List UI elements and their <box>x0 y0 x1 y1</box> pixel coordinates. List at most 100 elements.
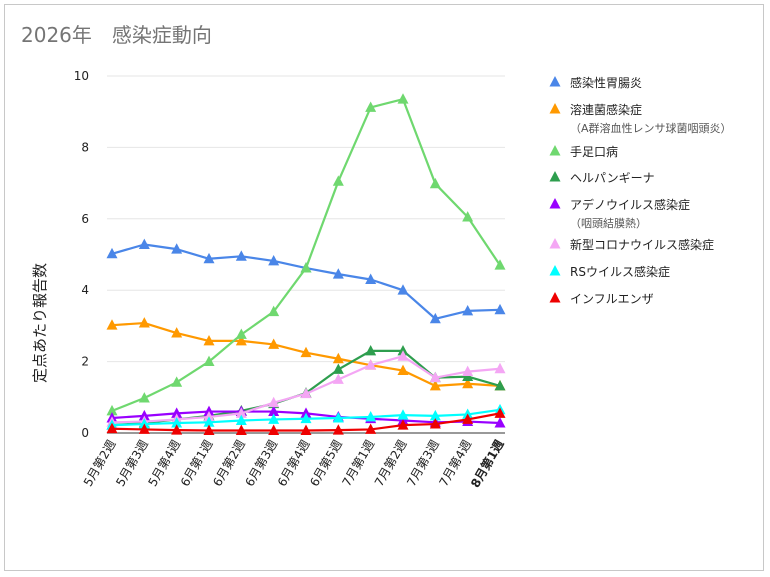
data-point <box>171 243 183 254</box>
legend-item: インフルエンザ <box>549 292 654 306</box>
y-axis-label: 定点あたり報告数 <box>31 263 49 383</box>
legend-label: 感染性胃腸炎 <box>570 75 642 90</box>
data-point <box>235 414 247 425</box>
series-2 <box>106 93 506 416</box>
data-point <box>365 101 377 112</box>
data-point <box>203 424 215 435</box>
data-point <box>203 405 215 417</box>
series-7 <box>106 407 506 435</box>
legend-marker <box>549 145 561 156</box>
legend-item: ヘルパンギーナ <box>549 171 655 185</box>
data-point <box>203 334 215 346</box>
data-point <box>300 387 312 399</box>
data-point <box>268 405 280 417</box>
data-point <box>171 407 183 418</box>
legend-item: 新型コロナウイルス感染症 <box>549 237 714 252</box>
legend-marker <box>549 171 561 182</box>
data-point <box>365 410 377 422</box>
data-point <box>397 350 409 361</box>
data-point <box>235 334 247 346</box>
data-point <box>397 364 409 375</box>
line-chart: 2026年 感染症動向 定点あたり報告数 0 2 4 6 8 10 5月第2週5月第3週5… <box>21 23 732 490</box>
data-point <box>268 424 280 435</box>
data-point <box>429 418 441 429</box>
data-point <box>429 379 441 391</box>
data-point <box>138 418 150 429</box>
legend-marker <box>549 292 561 303</box>
data-point <box>332 352 344 364</box>
data-point <box>203 410 215 422</box>
series-1 <box>106 317 506 391</box>
data-point <box>332 412 344 423</box>
series-line <box>111 98 501 412</box>
legend-label: アデノウイルス感染症 <box>570 197 690 212</box>
legend-marker <box>549 238 561 249</box>
y-tick-label: 8 <box>81 140 89 154</box>
legend-item: 手足口病 <box>549 144 618 159</box>
data-point <box>462 304 474 316</box>
data-point <box>138 238 150 249</box>
data-point <box>235 407 247 418</box>
data-point <box>268 338 280 349</box>
chart-card: 2026年 感染症動向 定点あたり報告数 0 2 4 6 8 10 5月第2週 5月第3週 5… <box>4 4 764 571</box>
data-point <box>494 417 506 428</box>
data-point <box>106 404 118 416</box>
legend-marker <box>549 103 561 114</box>
data-point <box>365 273 377 284</box>
series-line <box>111 243 501 320</box>
data-point <box>268 254 280 266</box>
data-point <box>300 262 312 273</box>
data-point <box>171 327 183 338</box>
chart-title: 2026年 感染症動向 <box>21 23 212 47</box>
y-tick-label: 0 <box>81 426 89 440</box>
data-point <box>268 413 280 424</box>
data-point <box>332 268 344 279</box>
data-point <box>332 175 344 186</box>
data-point <box>203 416 215 427</box>
legend-label: インフルエンザ <box>570 292 654 306</box>
y-axis-ticks: 0 2 4 6 8 10 <box>74 69 89 440</box>
data-point <box>397 409 409 420</box>
legend-marker <box>549 265 561 276</box>
data-point <box>365 423 377 434</box>
data-point <box>429 409 441 421</box>
legend-marker <box>549 198 561 209</box>
data-point <box>235 250 247 261</box>
data-point <box>138 409 150 421</box>
legend-sublabel: （A群溶血性レンサ球菌咽頭炎） <box>570 121 732 135</box>
data-point <box>268 396 280 408</box>
data-point <box>235 424 247 435</box>
data-point <box>106 319 118 330</box>
legend-label: RSウイルス感染症 <box>570 264 670 279</box>
data-point <box>429 371 441 383</box>
legend-item: RSウイルス感染症 <box>549 264 670 279</box>
data-point <box>332 363 344 374</box>
data-point <box>235 328 247 339</box>
data-point <box>138 423 150 434</box>
data-point <box>462 211 474 222</box>
y-tick-label: 6 <box>81 212 89 226</box>
data-point <box>171 376 183 387</box>
series-6 <box>106 403 506 430</box>
data-point <box>397 93 409 104</box>
data-point <box>462 365 474 377</box>
data-point <box>494 259 506 270</box>
data-point <box>300 424 312 435</box>
data-point <box>397 284 409 295</box>
data-point <box>494 362 506 374</box>
legend-marker <box>549 76 561 87</box>
y-tick-label: 10 <box>74 69 89 83</box>
data-point <box>429 177 441 189</box>
data-point <box>365 359 377 370</box>
data-point <box>397 344 409 356</box>
data-point <box>268 305 280 317</box>
legend-label: 手足口病 <box>570 144 618 159</box>
data-point <box>138 317 150 328</box>
data-point <box>106 247 118 259</box>
series-lines <box>106 93 506 435</box>
legend-item: アデノウイルス感染症 （咽頭結膜熱） <box>549 197 690 230</box>
legend-label: ヘルパンギーナ <box>570 171 655 185</box>
data-point <box>332 373 344 384</box>
legend-item: 溶連菌感染症 （A群溶血性レンサ球菌咽頭炎） <box>549 102 732 135</box>
